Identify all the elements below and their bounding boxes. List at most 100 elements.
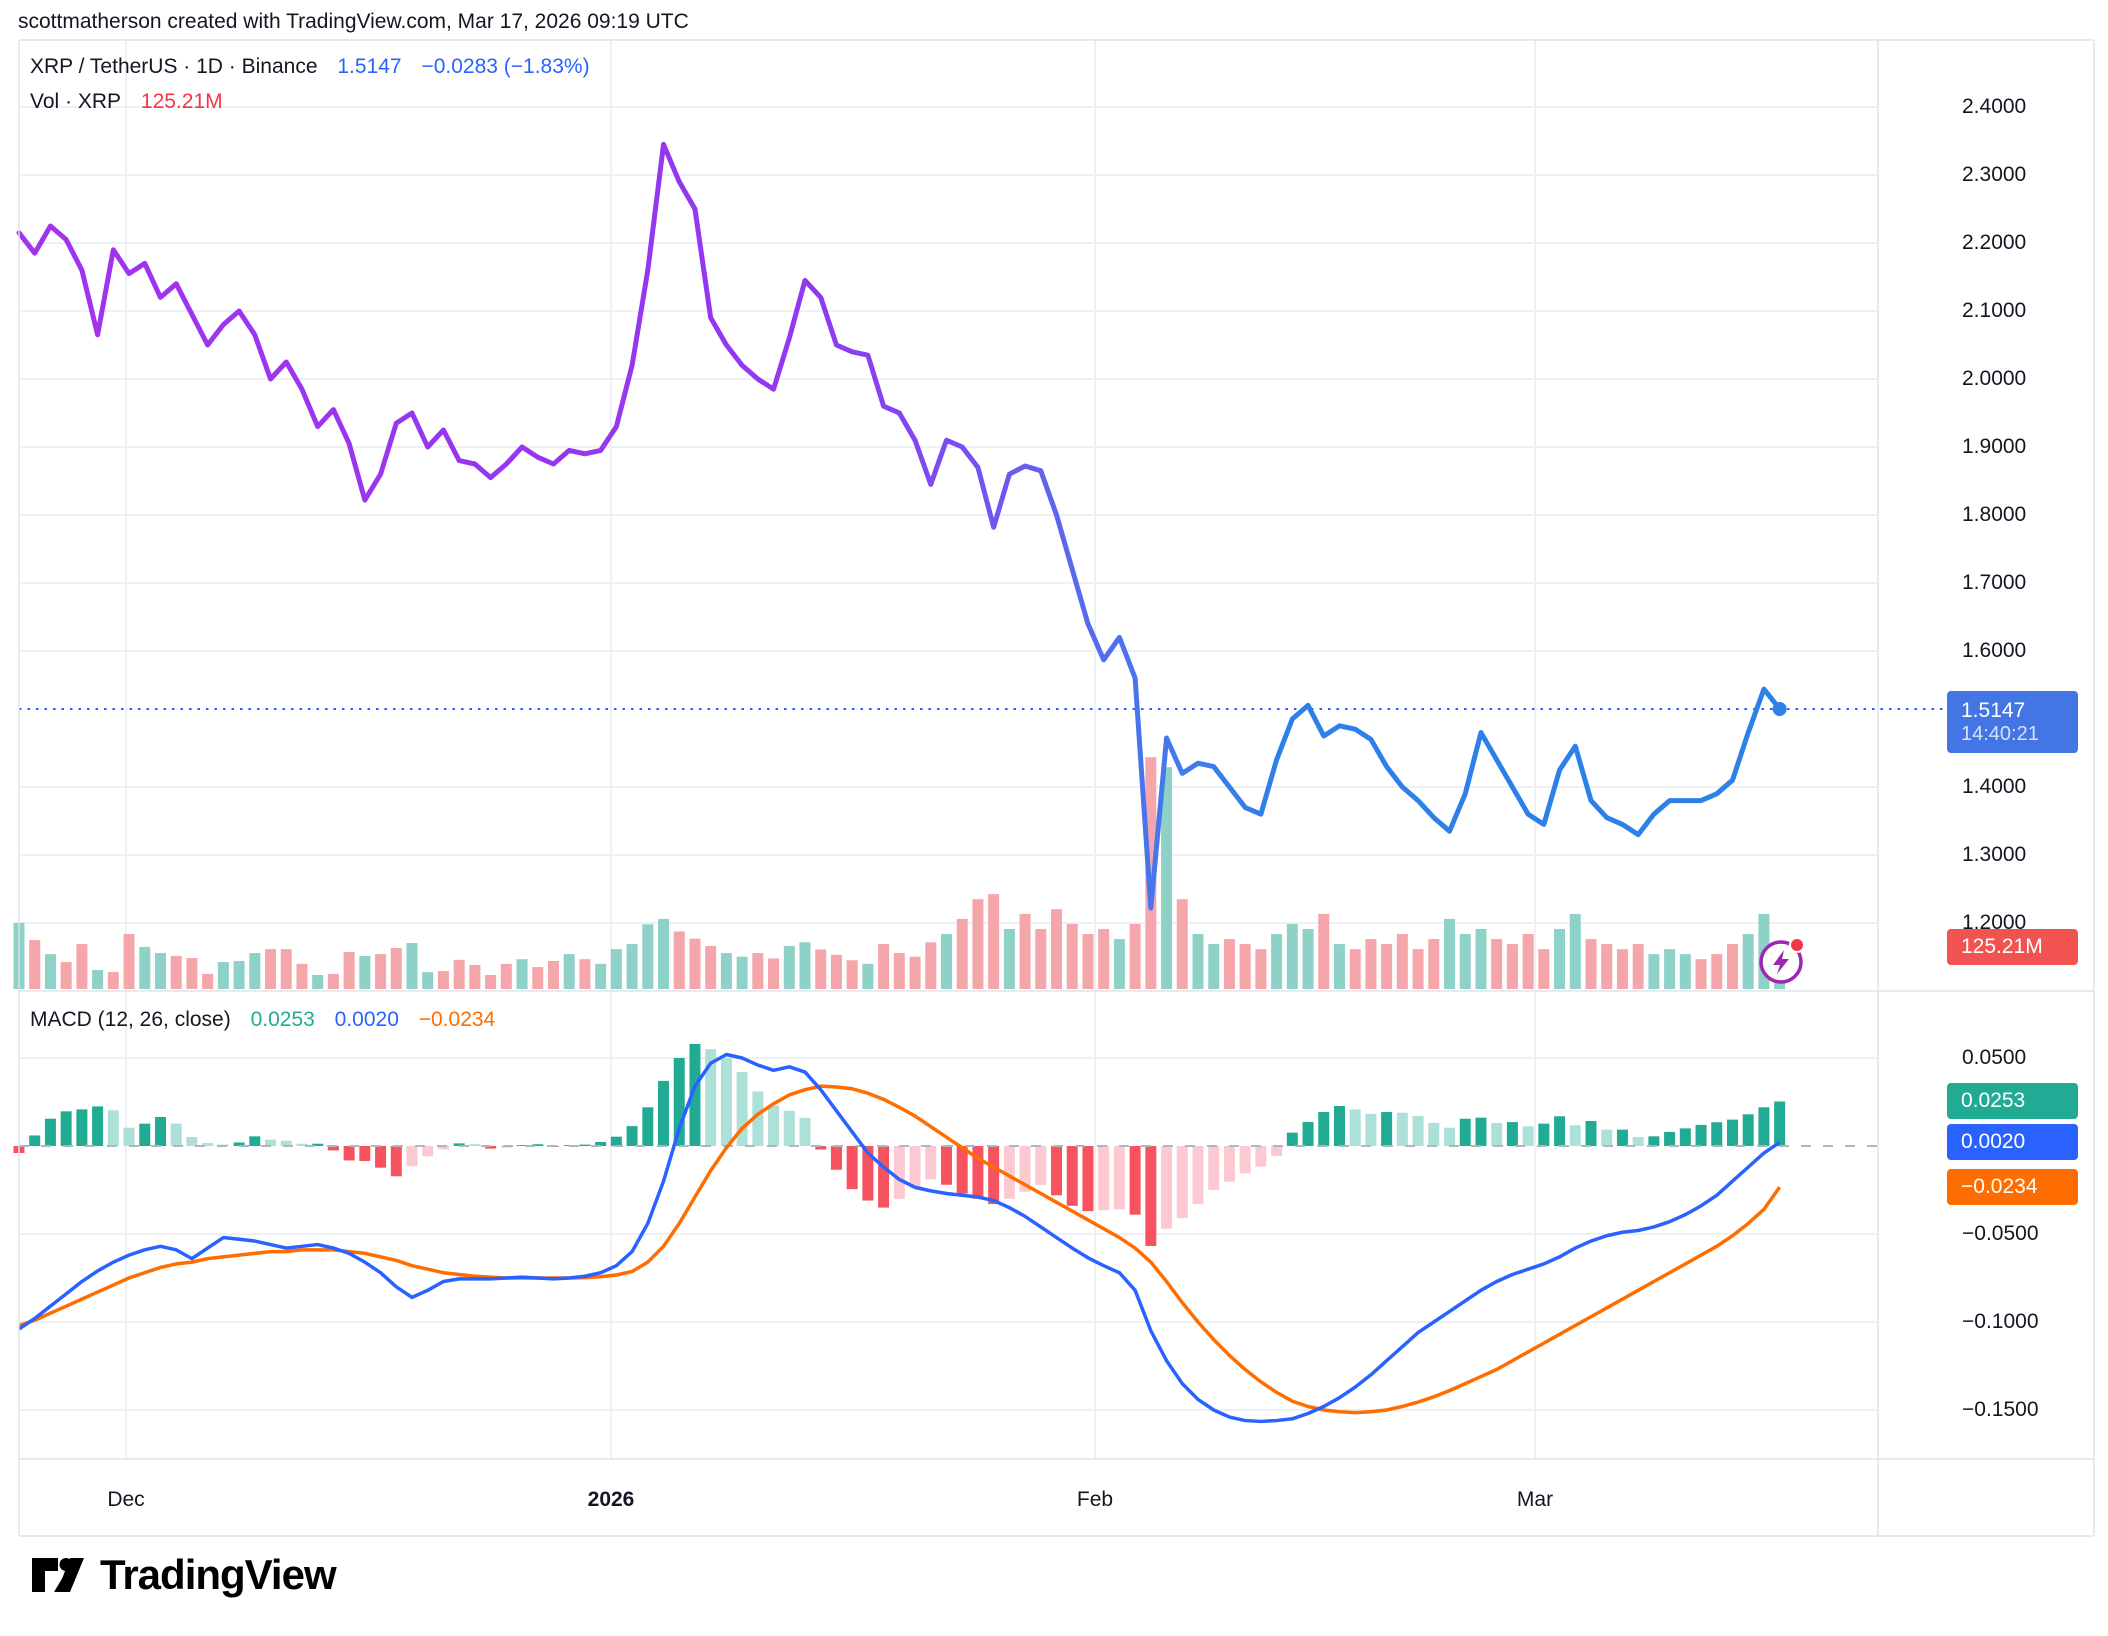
volume-bar (626, 944, 638, 989)
macd-histogram-bar (673, 1058, 685, 1146)
volume-bar (1286, 923, 1298, 989)
volume-bar (579, 959, 591, 989)
volume-bar (1019, 913, 1031, 989)
macd-histogram-bar (76, 1109, 88, 1146)
volume-bar (406, 942, 418, 989)
volume-bar (265, 949, 277, 989)
macd-histogram-bar (1082, 1146, 1094, 1212)
macd-histogram-bar (107, 1110, 119, 1146)
volume-bar (1082, 934, 1094, 989)
volume-legend-row[interactable]: Vol · XRP 125.21M (30, 84, 590, 119)
macd-histogram-bar (1176, 1146, 1188, 1219)
macd-histogram-bar (1066, 1146, 1078, 1206)
volume-bar (878, 944, 890, 989)
macd-histogram-bar (1648, 1136, 1660, 1146)
volume-bar (327, 973, 339, 989)
volume-bar (1569, 913, 1581, 989)
price-tick-label: 1.3000 (1962, 843, 2027, 866)
volume-bar (925, 942, 937, 989)
price-tick-label: 1.4000 (1962, 775, 2027, 798)
volume-bar (1742, 934, 1754, 989)
macd-signal-badge: −0.0234 (1947, 1169, 2078, 1206)
volume-bar (1396, 934, 1408, 989)
macd-histogram-bar (249, 1136, 261, 1146)
last-price-dot (1772, 702, 1787, 717)
macd-histogram-bar (1318, 1112, 1330, 1146)
macd-histogram-bar (642, 1107, 654, 1146)
macd-histogram-bar (1711, 1122, 1723, 1146)
volume-bar (1035, 928, 1047, 989)
macd-histogram-bar (1161, 1146, 1173, 1229)
macd-histogram-bar (60, 1111, 72, 1146)
macd-histogram-bar (736, 1072, 748, 1146)
macd-histogram-bar (469, 1144, 481, 1146)
volume-bar (689, 938, 701, 989)
volume-bar (1223, 939, 1235, 989)
volume-bar (1302, 928, 1314, 989)
volume-bar (422, 972, 434, 989)
volume-bar (1239, 944, 1251, 989)
macd-histogram-bar (1632, 1137, 1644, 1146)
macd-legend-row[interactable]: MACD (12, 26, close) 0.0253 0.0020 −0.02… (30, 1008, 495, 1032)
price-line (16, 141, 1783, 911)
macd-histogram-bar (1302, 1122, 1314, 1146)
macd-histogram-bar (1208, 1146, 1220, 1190)
volume-bar (1554, 928, 1566, 989)
volume-bar (1664, 949, 1676, 989)
volume-bar (296, 963, 308, 989)
volume-bar (720, 953, 732, 989)
macd-tick-label: −0.1000 (1962, 1310, 2039, 1333)
volume-bar (1161, 767, 1173, 989)
volume-bar (139, 946, 151, 989)
volume-bar (830, 954, 842, 989)
volume-bar (217, 962, 229, 989)
volume-bar (610, 949, 622, 989)
macd-histogram-bar (1286, 1132, 1298, 1146)
macd-histogram-bar (1444, 1127, 1456, 1146)
macd-histogram-bar (972, 1146, 984, 1199)
macd-histogram-bar (752, 1091, 764, 1146)
tradingview-logo[interactable]: TradingView (30, 1550, 337, 1600)
macd-line (18, 1052, 1781, 1424)
volume-bar (862, 963, 874, 989)
macd-hist-badge: 0.0253 (1947, 1083, 2078, 1120)
volume-bar (893, 953, 905, 989)
volume-bar (1365, 939, 1377, 989)
macd-histogram-bar (375, 1146, 387, 1168)
price-tick-label: 2.3000 (1962, 163, 2027, 186)
volume-bar (249, 953, 261, 989)
symbol-title: XRP / TetherUS · 1D · Binance (30, 55, 318, 78)
volume-bar (563, 954, 575, 989)
volume-bar (1208, 944, 1220, 989)
macd-histogram-bar (154, 1116, 166, 1146)
macd-histogram-bar (988, 1146, 1000, 1205)
volume-bar (956, 918, 968, 989)
volume-bar (1616, 949, 1628, 989)
macd-histogram-bar (1019, 1146, 1031, 1192)
volume-bar (705, 945, 717, 989)
volume-bar (516, 959, 528, 989)
macd-histogram-bar (626, 1126, 638, 1146)
macd-histogram-bar (658, 1080, 670, 1146)
macd-histogram-bar (1428, 1122, 1440, 1146)
volume-badge: 125.21M (1947, 929, 2078, 965)
volume-bar (1129, 923, 1141, 989)
flash-icon[interactable] (1757, 937, 1805, 985)
macd-line-badge: 0.0020 (1947, 1124, 2078, 1161)
macd-histogram-bar (280, 1140, 292, 1146)
macd-tick-label: −0.1500 (1962, 1398, 2039, 1421)
volume-bar (390, 948, 402, 989)
time-tick-label: 2026 (587, 1488, 635, 1511)
macd-histogram-bar (139, 1123, 151, 1146)
volume-bar (532, 967, 544, 989)
macd-histogram-bar (1003, 1146, 1015, 1199)
symbol-legend-row[interactable]: XRP / TetherUS · 1D · Binance 1.5147 −0.… (30, 49, 590, 84)
volume-bar (1695, 959, 1707, 989)
volume-bar (1176, 899, 1188, 989)
volume-bar (60, 962, 72, 989)
macd-histogram-bar (390, 1146, 402, 1177)
macd-histogram-bar (1333, 1106, 1345, 1146)
symbol-legend[interactable]: XRP / TetherUS · 1D · Binance 1.5147 −0.… (30, 49, 590, 119)
macd-histogram-bar (359, 1146, 371, 1161)
